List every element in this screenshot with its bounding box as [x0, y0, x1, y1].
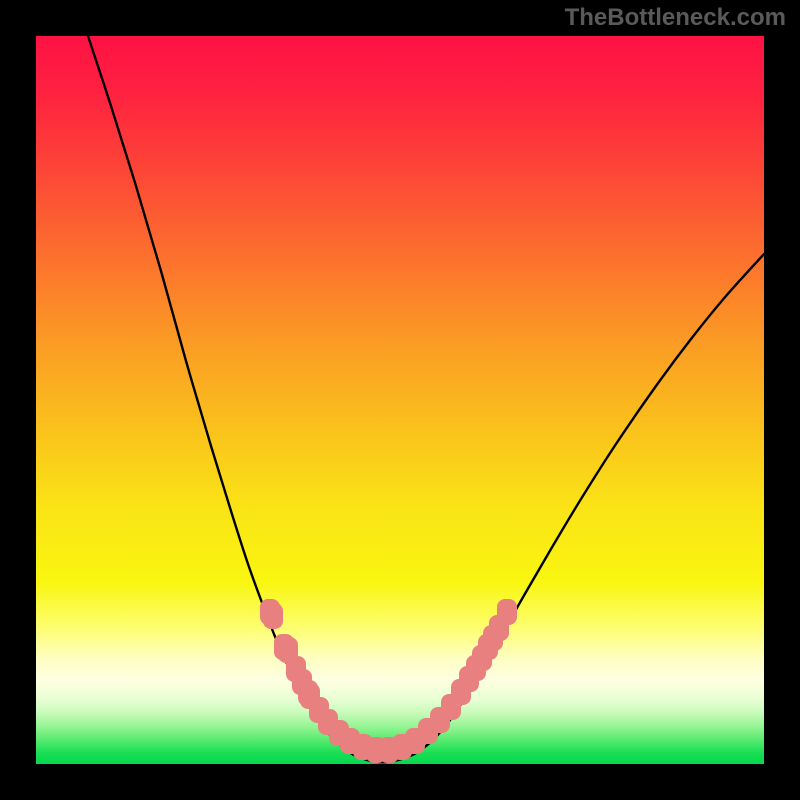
chart-stage: TheBottleneck.com [0, 0, 800, 800]
plot-frame [36, 36, 764, 764]
background-gradient [36, 36, 764, 764]
watermark-text: TheBottleneck.com [565, 4, 786, 32]
